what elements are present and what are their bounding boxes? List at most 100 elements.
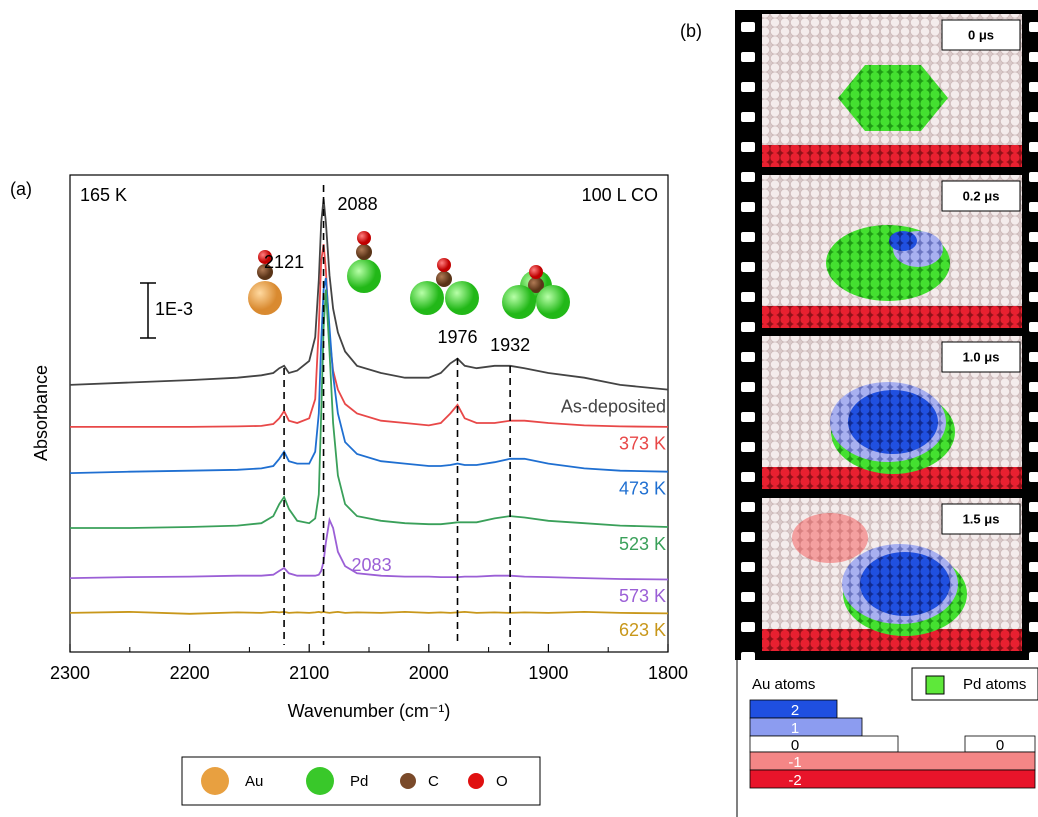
scale-swatch	[750, 718, 862, 736]
x-tick-label: 1900	[528, 663, 568, 683]
pd-legend-label: Pd atoms	[963, 676, 1026, 693]
sprocket-hole	[741, 562, 755, 572]
sprocket-hole	[741, 232, 755, 242]
sprocket-hole	[741, 22, 755, 32]
simulation-frame: 0.2 μs	[762, 175, 1022, 328]
time-label: 1.0 μs	[963, 349, 1000, 364]
simulation-frame: 1.5 μs	[762, 498, 1022, 651]
atom-legend-label: O	[496, 773, 508, 790]
scale-label: 1	[791, 720, 799, 737]
x-tick-label: 2000	[409, 663, 449, 683]
sprocket-hole	[741, 202, 755, 212]
atom-legend-label: Au	[245, 773, 263, 790]
sprocket-hole	[1029, 592, 1038, 602]
series-label: 573 K	[619, 586, 666, 606]
x-tick-label: 1800	[648, 663, 688, 683]
sprocket-hole	[1029, 52, 1038, 62]
sprocket-hole	[741, 382, 755, 392]
sprocket-hole	[1029, 412, 1038, 422]
x-tick-label: 2100	[289, 663, 329, 683]
peak-label: 1932	[490, 335, 530, 355]
atom-legend-marker	[306, 767, 334, 795]
atom-legend-label: C	[428, 773, 439, 790]
substrate-bottom	[762, 145, 1022, 167]
sprocket-hole	[741, 262, 755, 272]
scale-swatch	[750, 736, 898, 752]
x-tick-label: 2300	[50, 663, 90, 683]
sprocket-hole	[741, 442, 755, 452]
sprocket-hole	[741, 172, 755, 182]
sprocket-hole	[1029, 232, 1038, 242]
sprocket-hole	[741, 592, 755, 602]
scale-label: 0	[791, 737, 799, 754]
scale-label: 2	[791, 702, 799, 719]
sprocket-hole	[741, 322, 755, 332]
au-legend-title: Au atoms	[752, 676, 815, 693]
au-cluster	[889, 231, 917, 251]
time-label: 0 μs	[968, 27, 994, 42]
sprocket-hole	[741, 532, 755, 542]
series-label: 373 K	[619, 434, 666, 454]
series-label: As-deposited	[561, 396, 666, 416]
simulation-frame: 1.0 μs	[762, 336, 1022, 489]
molecule-icons	[248, 231, 570, 319]
substrate-bottom	[762, 306, 1022, 328]
spectrum-line	[70, 612, 668, 614]
sprocket-hole	[1029, 442, 1038, 452]
peak-label: 2121	[264, 252, 304, 272]
scale-bar	[140, 283, 156, 338]
sprocket-hole	[1029, 172, 1038, 182]
atom-legend-marker	[201, 767, 229, 795]
sprocket-hole	[1029, 652, 1038, 662]
sprocket-hole	[1029, 82, 1038, 92]
sprocket-hole	[1029, 262, 1038, 272]
scale-label: -1	[788, 754, 801, 771]
y-axis-label: Absorbance	[31, 365, 51, 461]
atom-legend-label: Pd	[350, 773, 368, 790]
annotation: 165 K	[80, 185, 127, 205]
au-cluster	[848, 390, 938, 454]
sprocket-hole	[741, 622, 755, 632]
pd-legend-swatch	[926, 676, 944, 694]
sprocket-hole	[1029, 352, 1038, 362]
sprocket-hole	[741, 292, 755, 302]
au-cluster	[860, 552, 950, 616]
au-shadow	[792, 513, 868, 563]
time-label: 1.5 μs	[963, 511, 1000, 526]
peak-label: 2088	[338, 194, 378, 214]
sprocket-hole	[741, 142, 755, 152]
sprocket-hole	[741, 502, 755, 512]
sprocket-hole	[1029, 562, 1038, 572]
scale-label: -2	[788, 772, 801, 789]
atom-legend-marker	[468, 773, 484, 789]
sprocket-hole	[1029, 622, 1038, 632]
series-label: 623 K	[619, 620, 666, 640]
series-label: 523 K	[619, 534, 666, 554]
time-label: 0.2 μs	[963, 188, 1000, 203]
sprocket-hole	[1029, 142, 1038, 152]
atom-legend-marker	[400, 773, 416, 789]
annotation: 100 L CO	[582, 185, 658, 205]
x-axis-label: Wavenumber (cm⁻¹)	[288, 701, 451, 721]
sprocket-hole	[741, 352, 755, 362]
peak-label: 1976	[437, 327, 477, 347]
sprocket-hole	[741, 412, 755, 422]
scale-label: 0	[996, 737, 1004, 754]
x-tick-label: 2200	[170, 663, 210, 683]
sprocket-hole	[1029, 112, 1038, 122]
sprocket-hole	[741, 52, 755, 62]
sprocket-hole	[741, 82, 755, 92]
sprocket-hole	[1029, 322, 1038, 332]
scale-bar-label: 1E-3	[155, 299, 193, 319]
sprocket-hole	[1029, 532, 1038, 542]
sprocket-hole	[741, 652, 755, 662]
panel-label: (a)	[10, 179, 32, 199]
spectrum-line	[70, 199, 668, 390]
sprocket-hole	[1029, 292, 1038, 302]
sprocket-hole	[741, 112, 755, 122]
panel-label: (b)	[680, 21, 702, 41]
figure: (a) 165 K 100 L CO Wavenumber (cm⁻¹) Abs…	[0, 0, 1038, 817]
sprocket-hole	[1029, 22, 1038, 32]
simulation-frame: 0 μs	[762, 14, 1022, 167]
sprocket-hole	[1029, 502, 1038, 512]
